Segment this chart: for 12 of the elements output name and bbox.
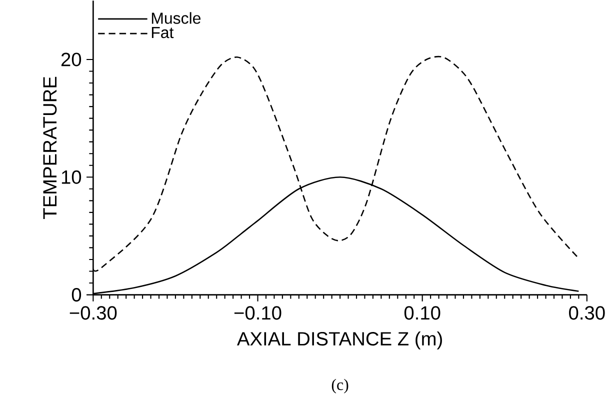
x-tick-label: 0.30 (569, 306, 605, 320)
x-tick-label: −0.10 (234, 306, 282, 320)
text: (c) (332, 378, 348, 394)
x-tick-label: 0.10 (404, 306, 440, 320)
y-tick-label: 0 (72, 288, 82, 302)
y-axis-title: TEMPERATURE (43, 76, 57, 220)
x-tick-label: −0.30 (70, 306, 117, 320)
legend-label: Fat (152, 27, 174, 38)
legend-label: Muscle (152, 12, 201, 24)
y-tick-label: 10 (62, 170, 82, 184)
y-tick-label: 20 (61, 52, 82, 66)
x-axis-title: AXIAL DISTANCE Z (m) (236, 332, 442, 350)
